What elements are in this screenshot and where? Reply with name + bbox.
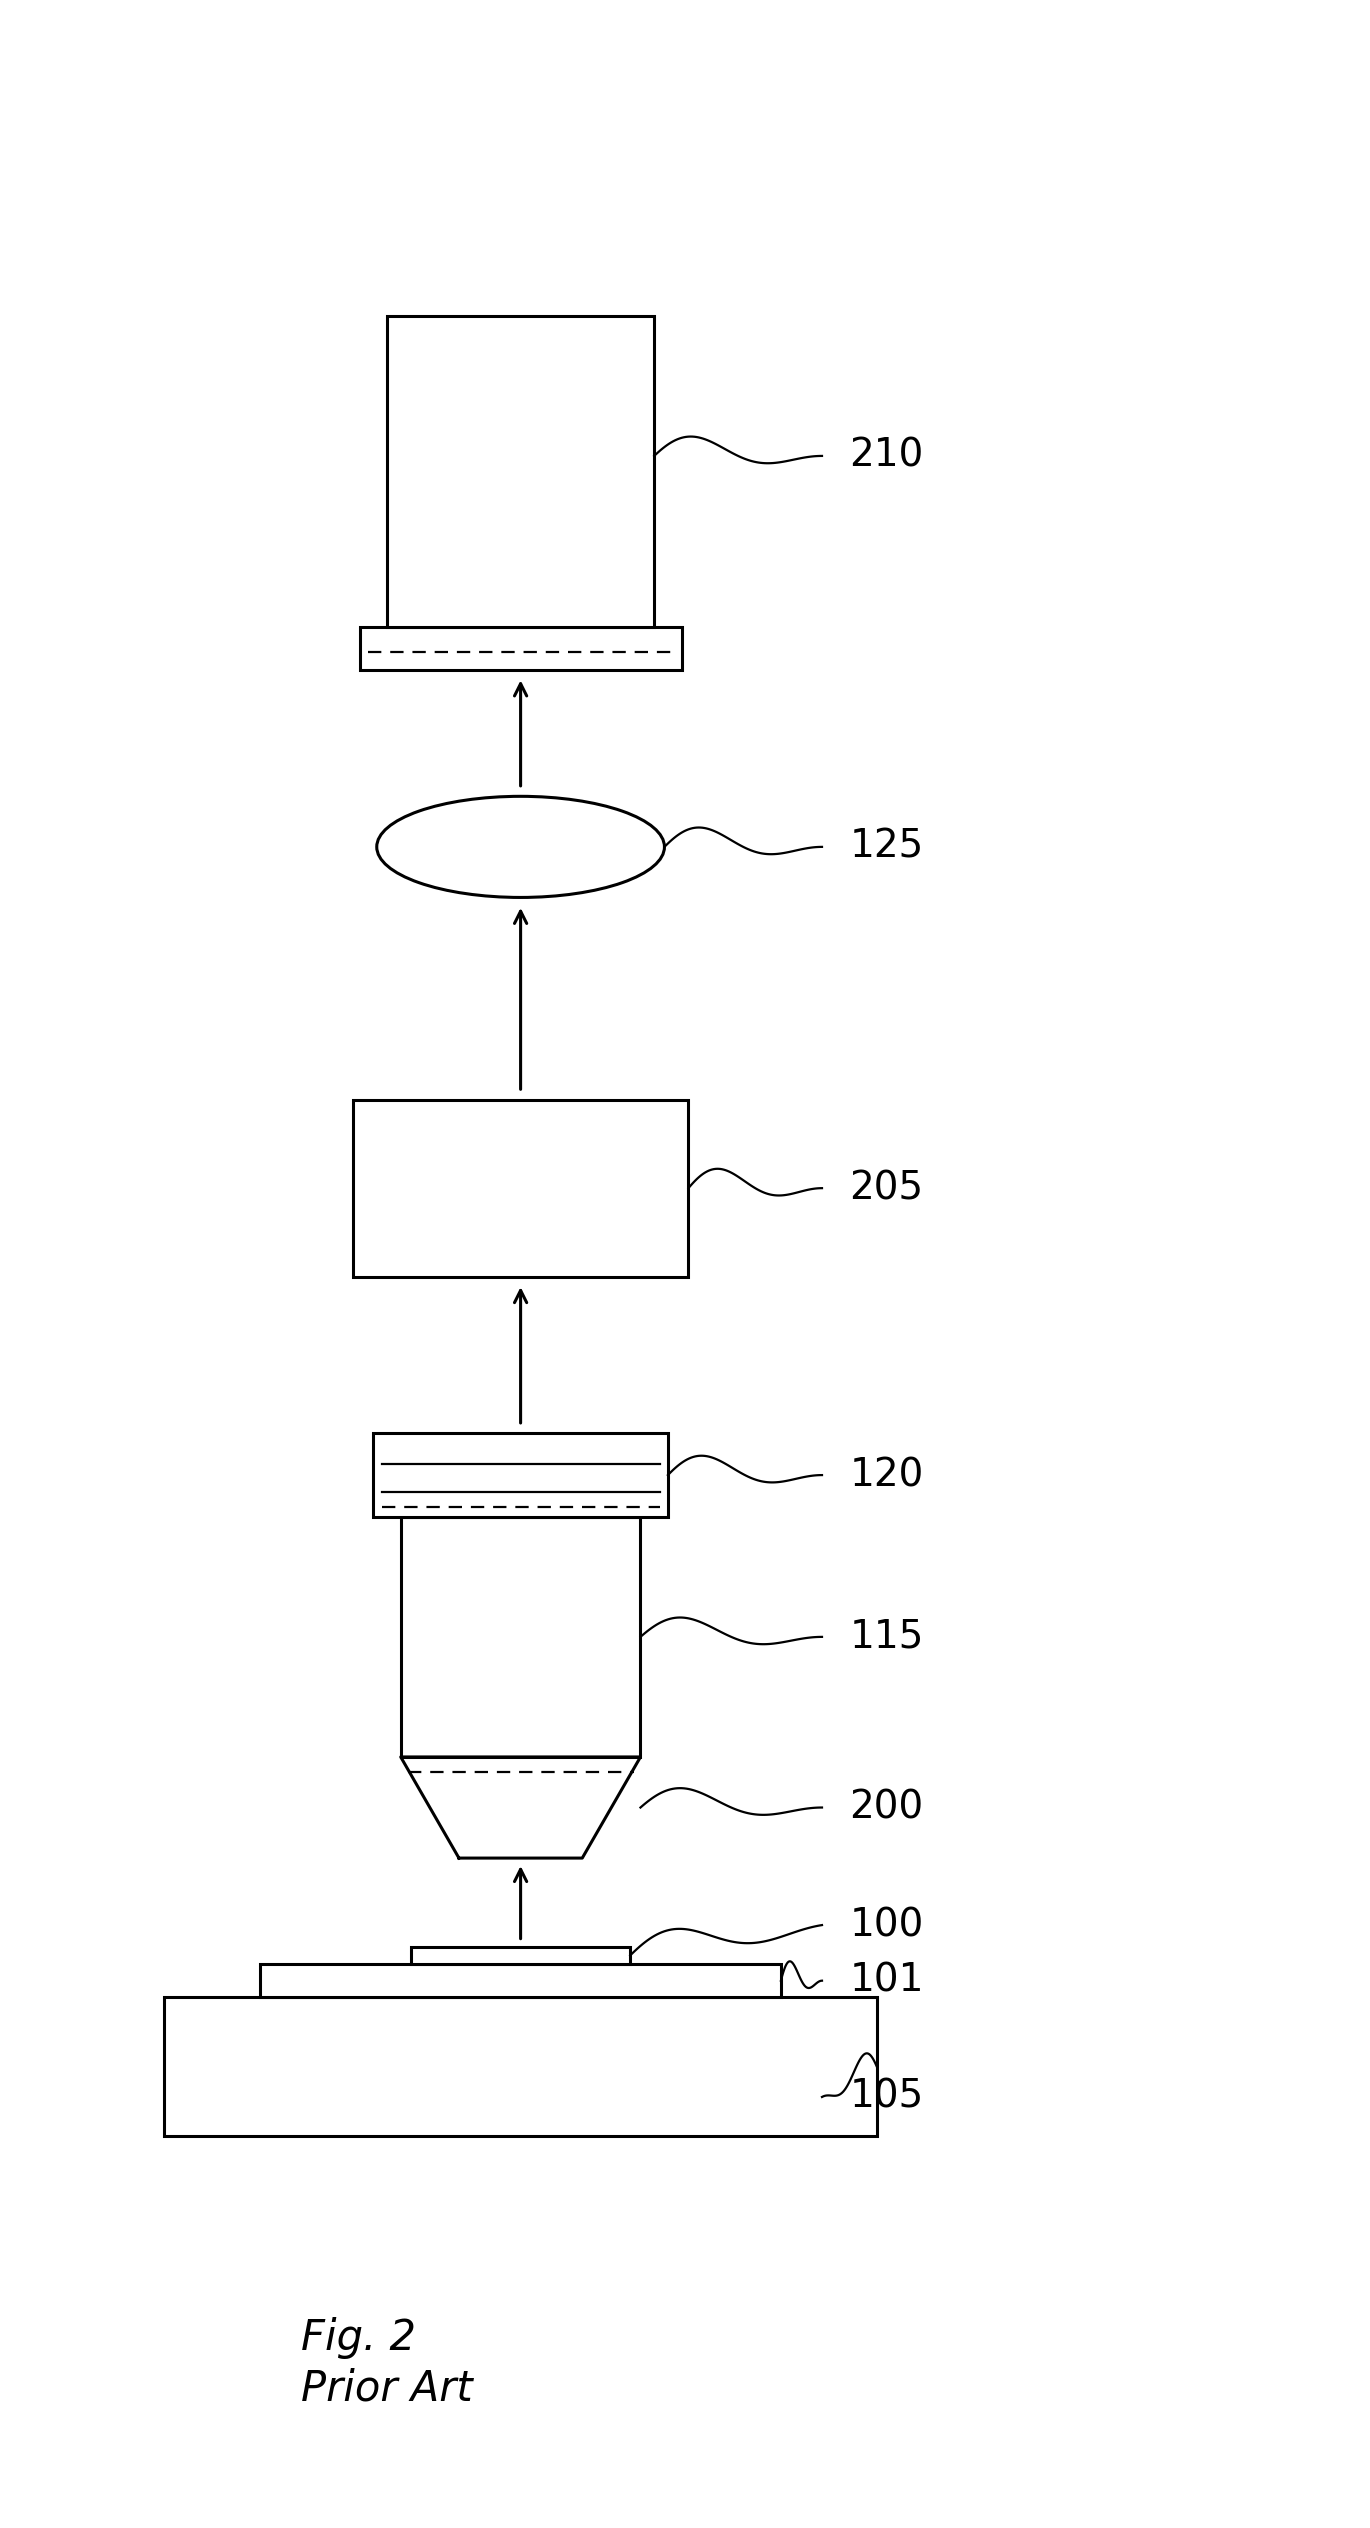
Bar xyxy=(260,1964,781,1997)
Polygon shape xyxy=(400,1757,640,1858)
Text: Fig. 2: Fig. 2 xyxy=(301,2318,416,2359)
Bar xyxy=(359,627,682,670)
Text: 125: 125 xyxy=(849,827,923,867)
Text: 101: 101 xyxy=(849,1962,923,2000)
Text: 120: 120 xyxy=(849,1456,923,1494)
Bar xyxy=(164,1997,877,2136)
Bar xyxy=(353,1100,688,1277)
Bar xyxy=(386,316,653,627)
Text: 100: 100 xyxy=(849,1906,923,1944)
Bar xyxy=(373,1433,669,1517)
Text: Prior Art: Prior Art xyxy=(301,2369,473,2409)
Text: 200: 200 xyxy=(849,1787,923,1828)
Bar xyxy=(400,1517,640,1757)
Text: 205: 205 xyxy=(849,1168,923,1208)
Text: 105: 105 xyxy=(849,2078,923,2116)
Ellipse shape xyxy=(377,796,664,897)
Text: 115: 115 xyxy=(849,1618,923,1656)
Bar xyxy=(411,1947,630,1964)
Text: 210: 210 xyxy=(849,437,923,475)
